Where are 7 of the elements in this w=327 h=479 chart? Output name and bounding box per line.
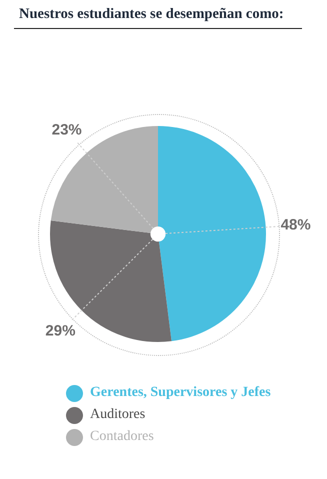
legend-label: Auditores: [90, 407, 146, 423]
chart-title: Nuestros estudiantes se desempeñan como:: [14, 6, 302, 29]
data-label: 29%: [45, 322, 76, 340]
data-label: 48%: [280, 216, 311, 234]
legend-label: Contadores: [90, 429, 154, 445]
legend-label: Gerentes, Supervisores y Jefes: [90, 385, 271, 401]
data-label: 23%: [52, 122, 82, 139]
